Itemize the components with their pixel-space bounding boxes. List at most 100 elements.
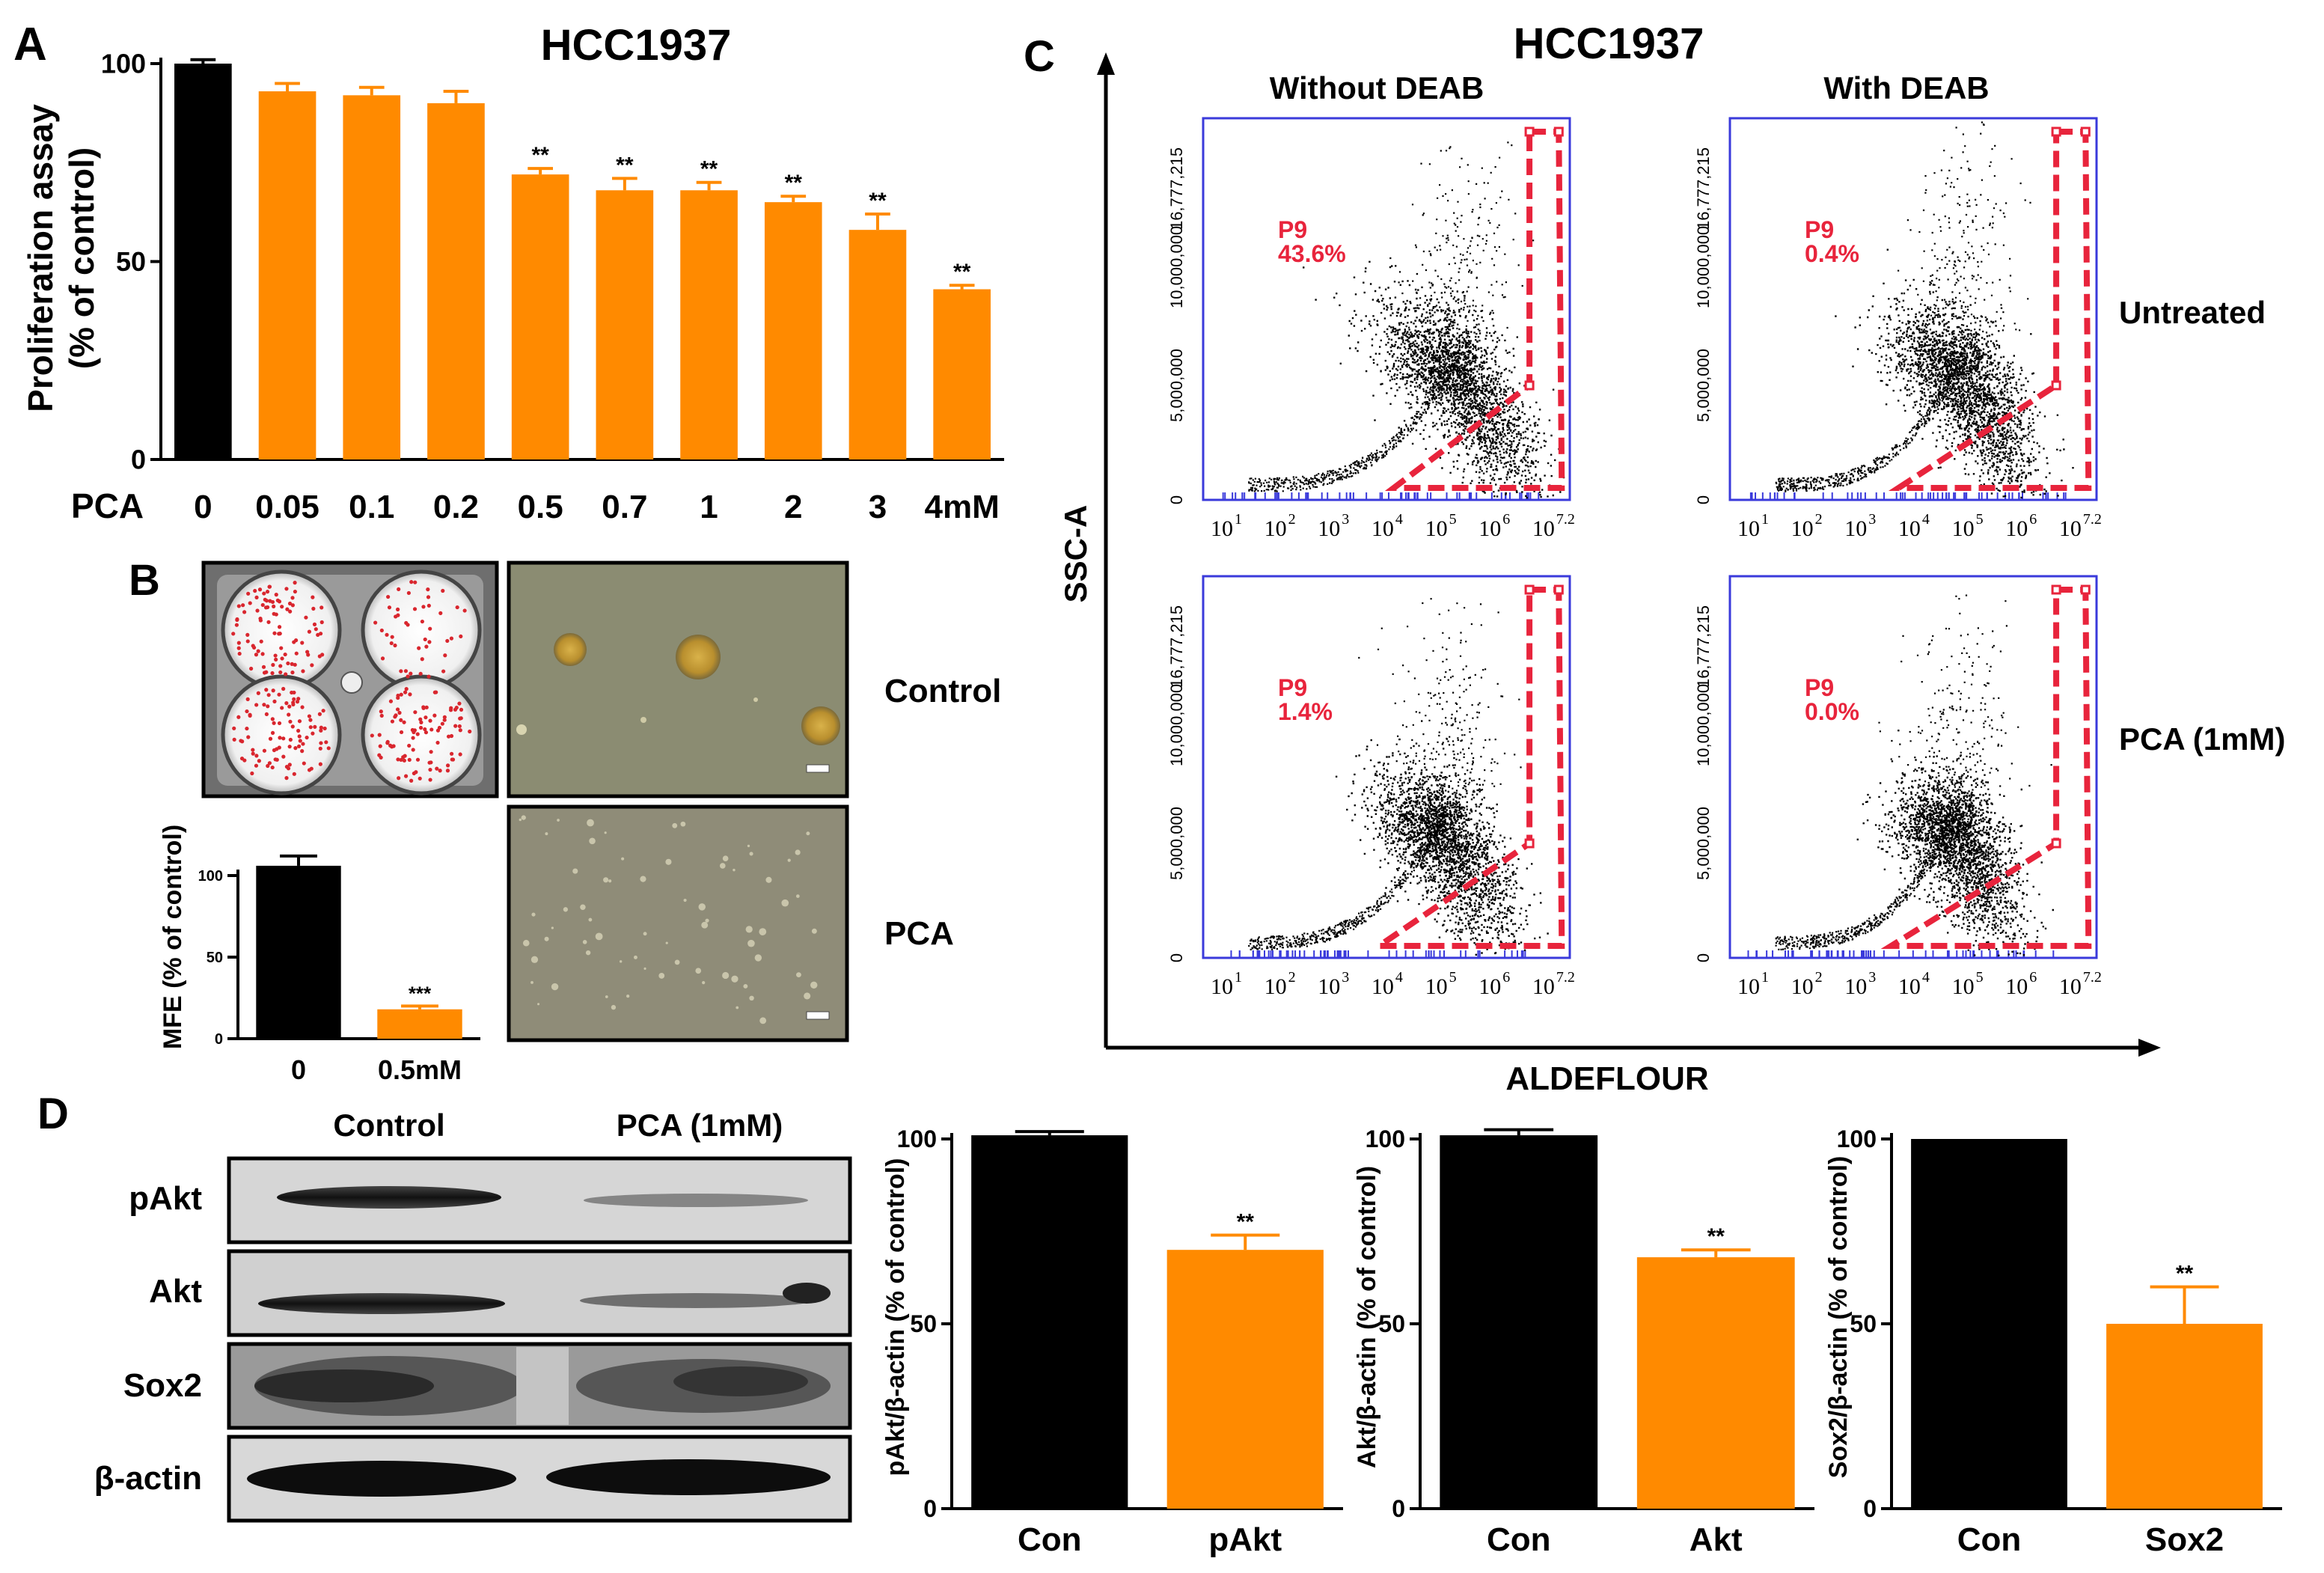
colony-mark [250, 771, 254, 776]
panel-letter-d: D [37, 1090, 69, 1138]
colony-mark [446, 734, 451, 739]
colony-mark [270, 730, 275, 736]
y-tick-label: 100 [897, 1125, 937, 1152]
flow-x-tick-exponent: 6 [1502, 969, 1510, 986]
plate-well [221, 674, 342, 795]
colony-mark [297, 734, 302, 739]
colony-mark [259, 639, 263, 644]
colony-mark [264, 599, 269, 603]
flow-y-tick-label: 5,000,000 [1167, 807, 1186, 880]
colony-mark [290, 596, 295, 600]
flow-x-tick-exponent: 6 [2029, 511, 2037, 528]
colony-mark [402, 758, 406, 763]
flow-x-arrow [2138, 1039, 2161, 1057]
chart-d2-ylabel: Akt/β-actin (% of control) [1353, 1166, 1381, 1468]
panel-letter-c: C [1024, 32, 1055, 81]
y-tick-label: 0 [1863, 1495, 1877, 1522]
flow-col-title-with-deab: With DEAB [1823, 70, 1989, 106]
sphere-mark [626, 995, 630, 998]
colony-mark [288, 737, 293, 742]
colony-mark [278, 664, 283, 668]
colony-mark [246, 591, 251, 596]
colony-mark [386, 594, 391, 599]
colony-mark [399, 692, 403, 697]
colony-mark [275, 598, 280, 602]
flow-y-tick-label: 16,777,215 [1694, 605, 1713, 688]
colony-mark [326, 746, 331, 751]
y-tick-label: 100 [1837, 1125, 1877, 1152]
panel-letter-a: A [13, 19, 47, 70]
flow-y-tick-label: 5,000,000 [1694, 807, 1713, 880]
colony-mark [423, 637, 427, 642]
colony-mark [280, 605, 284, 609]
colony-mark [420, 657, 424, 662]
bar-Akt [1636, 1257, 1795, 1509]
flow-x-tick-label: 10 [1425, 974, 1448, 999]
colony-mark [409, 671, 413, 676]
sphere-mark [551, 926, 554, 929]
colony-mark [300, 749, 305, 754]
flow-x-tick-exponent: 1 [1761, 511, 1769, 528]
flow-x-tick-label: 10 [1372, 516, 1394, 541]
band-pakt-pca [584, 1194, 808, 1207]
flow-gate-p9 [1384, 129, 1565, 491]
flow-gate-value: 1.4% [1278, 698, 1333, 725]
sphere-mark [796, 894, 800, 898]
colony-mark [317, 712, 322, 716]
sphere-mark [589, 837, 596, 845]
colony-mark [237, 651, 242, 656]
chart-a-plot: 0 50 100 0 0.05 0.1 0.2 ** 0.5 ** 0.7 ** 1 ** 2 ** 3 ** 4m… [101, 49, 1004, 525]
colony-mark [253, 588, 257, 593]
flow-gate-name: P9 [1278, 674, 1307, 701]
colony-mark [287, 601, 293, 606]
flow-x-tick-label: 10 [1844, 974, 1867, 999]
chart-d3-plot: 0 50 100 Con ** Sox2 [1837, 1125, 2282, 1558]
sphere-mark [722, 855, 729, 861]
category-label: Con [1018, 1521, 1082, 1558]
y-tick-label: 50 [1850, 1310, 1877, 1337]
colony-mark [287, 745, 292, 749]
sphere-mark [674, 959, 680, 965]
sphere-mark [580, 904, 586, 911]
y-tick-label: 100 [198, 868, 223, 885]
colony-mark [418, 776, 422, 781]
colony-mark [275, 757, 279, 762]
colony-mark [396, 695, 400, 700]
sphere-mark [787, 858, 791, 862]
colony-mark [429, 727, 434, 732]
colony-mark [412, 607, 418, 611]
flow-x-tick-label: 10 [1265, 974, 1287, 999]
plate-photo [201, 561, 499, 798]
chart-d2-plot: 0 50 100 Con ** Akt [1366, 1125, 1814, 1558]
colony-mark [295, 700, 300, 704]
colony-mark [274, 657, 278, 662]
sphere-mark [749, 852, 753, 856]
sphere-mark [643, 932, 647, 936]
category-label: Sox2 [2145, 1521, 2224, 1558]
colony-mark [322, 726, 327, 731]
colony-mark [442, 715, 447, 719]
colony-mark [388, 699, 394, 703]
colony-mark [402, 720, 406, 724]
colony-mark [272, 631, 277, 635]
colony-mark [257, 759, 261, 763]
y-tick-label: 0 [215, 1031, 223, 1048]
flow-x-tick-exponent: 1 [1761, 969, 1769, 986]
colony-mark [441, 588, 445, 593]
colony-mark [236, 646, 241, 650]
significance-mark: ** [785, 171, 803, 195]
category-label: 3 [869, 489, 887, 525]
category-label: 0.7 [602, 489, 647, 525]
colony-mark [459, 707, 464, 712]
category-label: Akt [1690, 1521, 1743, 1558]
blot-lane-label-control: Control [333, 1108, 444, 1143]
colony-mark [390, 719, 395, 724]
colony-mark [453, 724, 458, 728]
colony-mark [420, 619, 425, 624]
colony-mark [424, 644, 429, 649]
flow-x-tick-label: 10 [1952, 516, 1975, 541]
colony-mark [277, 745, 281, 750]
colony-mark [462, 608, 467, 613]
colony-mark [301, 742, 305, 746]
plate-colony-marks [231, 580, 472, 783]
